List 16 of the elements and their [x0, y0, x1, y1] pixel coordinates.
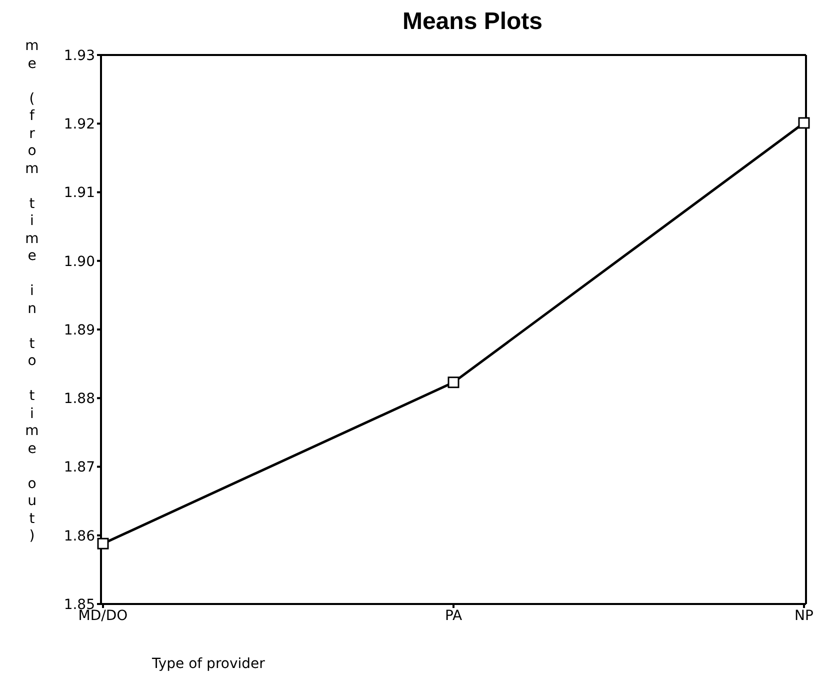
y-tick-label: 1.86 [64, 528, 96, 544]
x-axis-title: Type of provider [152, 656, 265, 672]
y-tick-label: 1.90 [64, 254, 95, 270]
x-tick-label: PA [444, 608, 462, 624]
y-tick-label: 1.93 [64, 48, 95, 64]
y-tick-label: 1.87 [64, 460, 95, 476]
y-tick-label: 1.88 [64, 391, 95, 408]
y-tick-label: 1.91 [64, 185, 95, 202]
y-tick-label: 1.89 [64, 322, 95, 338]
point [97, 538, 109, 550]
chart-title: Means Plots [401, 8, 544, 36]
y-tick-label: 1.92 [64, 116, 95, 133]
text: me (from time in to time out) [25, 38, 39, 544]
point [798, 117, 810, 129]
point [448, 376, 460, 388]
x-tick-label: NP [794, 608, 814, 624]
